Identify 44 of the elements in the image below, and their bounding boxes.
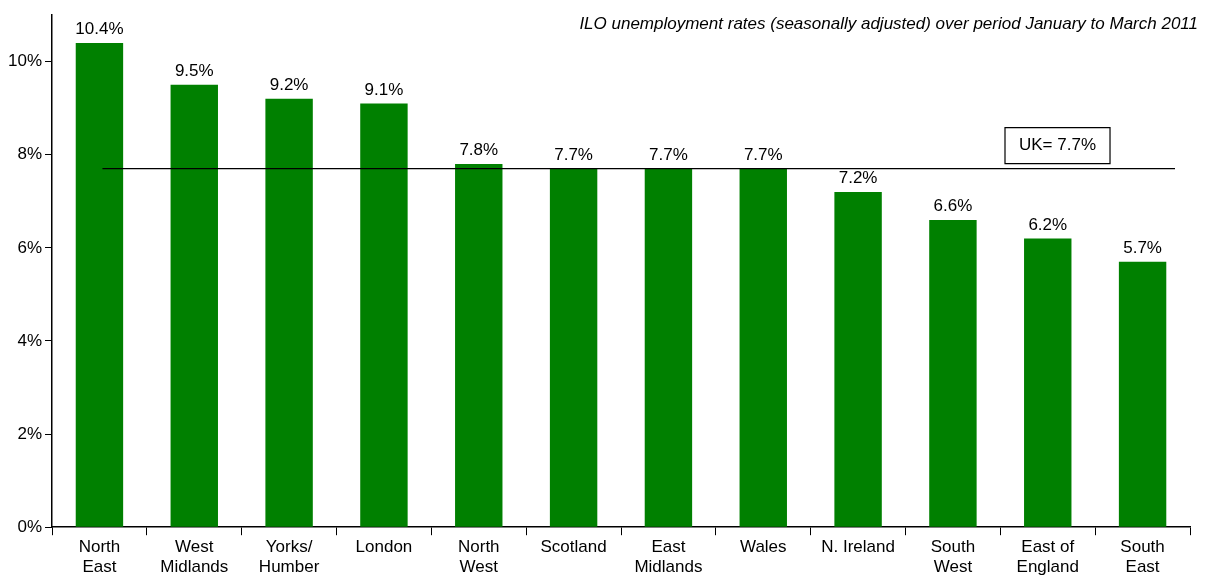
ref-line-label: UK= 7.7% bbox=[1019, 135, 1097, 155]
bar bbox=[549, 168, 598, 527]
data-label: 9.5% bbox=[174, 61, 214, 81]
x-tick-label: Yorks/ Humber bbox=[258, 537, 320, 577]
data-label: 6.2% bbox=[1028, 214, 1068, 234]
data-label: 7.8% bbox=[459, 140, 499, 160]
y-tick-label: 8% bbox=[17, 144, 43, 164]
x-tick-label: North West bbox=[457, 537, 500, 577]
data-label: 6.6% bbox=[933, 196, 973, 216]
data-label: 7.2% bbox=[838, 168, 878, 188]
data-label: 9.1% bbox=[364, 79, 404, 99]
data-label: 7.7% bbox=[649, 144, 688, 164]
x-tick-label: North East bbox=[78, 537, 121, 577]
x-tick-label: Scotland bbox=[540, 537, 607, 557]
x-tick-label: West Midlands bbox=[160, 537, 229, 577]
bar bbox=[644, 168, 693, 527]
data-label: 5.7% bbox=[1123, 237, 1162, 257]
y-tick-label: 6% bbox=[17, 237, 43, 257]
x-tick-label: South East bbox=[1120, 537, 1165, 577]
bar bbox=[455, 164, 503, 527]
y-tick-label: 0% bbox=[17, 516, 43, 536]
bar bbox=[170, 84, 218, 527]
bar bbox=[739, 168, 787, 527]
bar bbox=[360, 103, 408, 527]
x-tick-label: South West bbox=[930, 537, 976, 577]
y-tick-label: 4% bbox=[17, 330, 43, 350]
bar bbox=[265, 98, 313, 527]
x-tick-label: East of England bbox=[1016, 537, 1079, 577]
bar bbox=[75, 42, 124, 527]
y-tick-label: 10% bbox=[7, 51, 43, 71]
bar bbox=[929, 219, 977, 527]
y-tick-label: 2% bbox=[17, 423, 43, 443]
x-tick-label: London bbox=[355, 537, 413, 557]
bar bbox=[1118, 261, 1167, 527]
data-label: 9.2% bbox=[269, 75, 309, 94]
bar bbox=[1024, 238, 1072, 527]
data-label: 7.7% bbox=[743, 144, 783, 164]
x-tick-label: N. Ireland bbox=[821, 537, 895, 557]
data-label: 7.7% bbox=[554, 144, 593, 164]
x-tick-label: East Midlands bbox=[634, 537, 703, 577]
bar bbox=[834, 191, 882, 527]
data-label: 10.4% bbox=[75, 19, 124, 39]
x-tick-label: Wales bbox=[739, 537, 787, 557]
annotation: ILO unemployment rates (seasonally adjusted) over period January to March 2011 bbox=[579, 14, 1198, 34]
